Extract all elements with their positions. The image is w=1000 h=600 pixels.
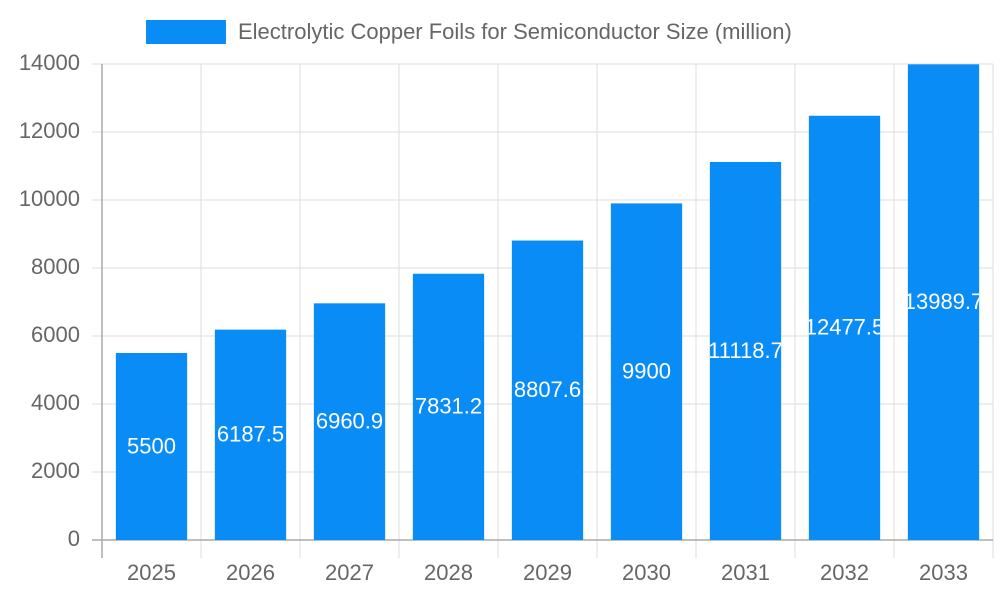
y-tick-label: 4000: [31, 390, 80, 415]
legend-label: Electrolytic Copper Foils for Semiconduc…: [238, 19, 792, 44]
y-tick-label: 6000: [31, 322, 80, 347]
x-tick-label: 2030: [622, 560, 671, 585]
x-tick-label: 2033: [919, 560, 968, 585]
y-tick-label: 8000: [31, 254, 80, 279]
x-tick-label: 2026: [226, 560, 275, 585]
bar: [610, 203, 683, 540]
x-tick-label: 2029: [523, 560, 572, 585]
value-label: 13989.7: [904, 289, 984, 314]
x-tick-label: 2028: [424, 560, 473, 585]
bar: [907, 64, 980, 541]
value-label: 6187.5: [217, 422, 284, 447]
legend-swatch: [146, 20, 226, 44]
y-tick-label: 12000: [19, 118, 80, 143]
value-label: 5500: [127, 433, 176, 458]
value-label: 8807.6: [514, 377, 581, 402]
x-tick-label: 2025: [127, 560, 176, 585]
bar: [115, 353, 188, 540]
x-tick-label: 2032: [820, 560, 869, 585]
x-tick-label: 2027: [325, 560, 374, 585]
y-tick-label: 14000: [19, 50, 80, 75]
y-tick-label: 2000: [31, 458, 80, 483]
bar: [511, 240, 584, 540]
value-label: 7831.2: [415, 394, 482, 419]
y-tick-label: 10000: [19, 186, 80, 211]
bar: [709, 161, 782, 540]
value-label: 12477.5: [805, 315, 885, 340]
bar: [412, 273, 485, 540]
y-tick-label: 0: [68, 526, 80, 551]
value-label: 9900: [622, 359, 671, 384]
bar: [808, 115, 881, 540]
bar: [214, 329, 287, 540]
x-tick-label: 2031: [721, 560, 770, 585]
value-label: 6960.9: [316, 408, 383, 433]
value-label: 11118.7: [708, 338, 783, 363]
bar: [313, 303, 386, 540]
